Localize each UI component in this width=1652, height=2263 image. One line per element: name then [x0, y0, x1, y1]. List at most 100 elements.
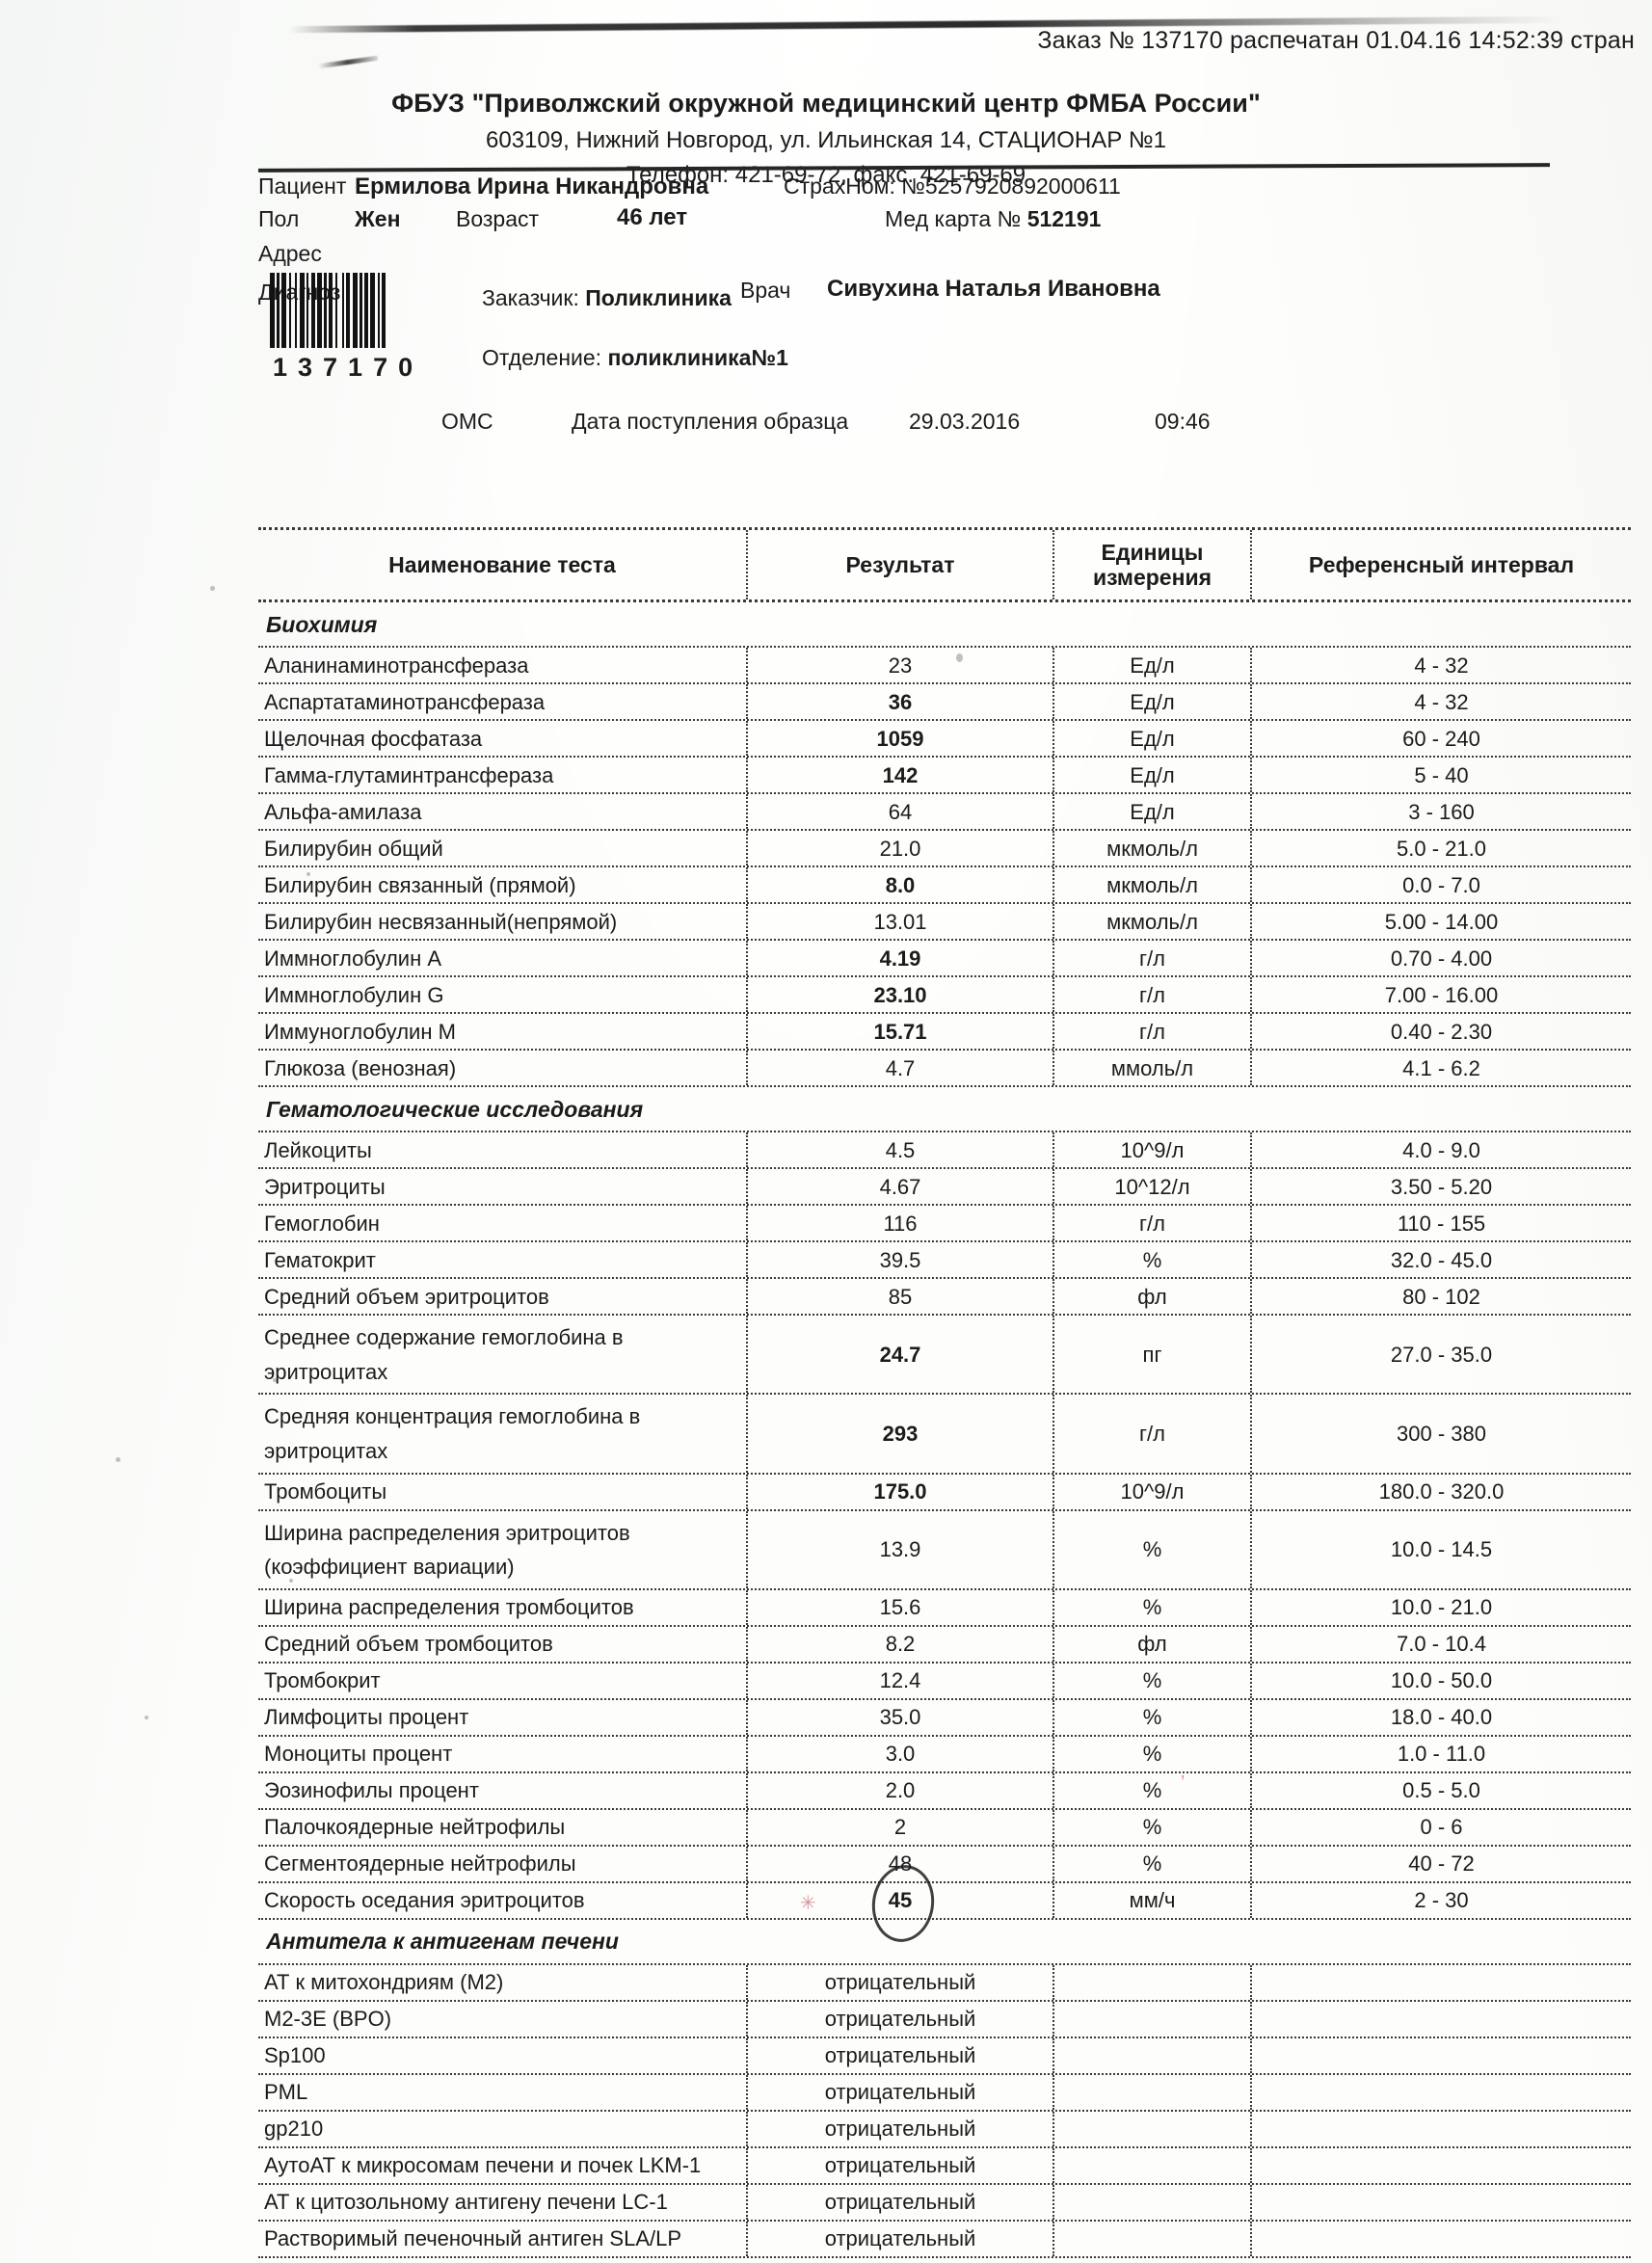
cell-test-name: Билирубин несвязанный(непрямой) [258, 904, 748, 939]
table-row: Гематокрит 39.5% 32.0 - 45.0 [258, 1242, 1631, 1279]
table-row: Палочкоядерные нейтрофилы 2% 0 - 6 [258, 1809, 1631, 1847]
cell-result: 4.5 [748, 1132, 1054, 1167]
table-row: Глюкоза (венозная) 4.7 ммоль/л 4.1 - 6.2 [258, 1051, 1631, 1087]
cell-test-name: Ширина распределения эритроцитов (коэффи… [258, 1510, 748, 1588]
table-row: Средний объем эритроцитов 85 фл 80 - 102 [258, 1279, 1631, 1316]
cell-result: 293 [748, 1395, 1054, 1473]
table-row: Гамма-глутаминтрансфераза 142 Ед/л 5 - 40 [258, 758, 1631, 794]
sample-date-value: 29.03.2016 [909, 409, 1021, 434]
cell-result: 15.6 [748, 1589, 1054, 1625]
table-row: Моноциты процент 3.0% 1.0 - 11.0 [258, 1736, 1631, 1773]
cell-unit: г/л [1054, 941, 1252, 975]
cell-reference: 4.0 - 9.0 [1402, 1137, 1480, 1162]
table-row: Лейкоциты 4.5 10^9/л 4.0 - 9.0 [258, 1132, 1631, 1169]
scan-speck [289, 1579, 293, 1583]
ink-mark: ʼ [1181, 1773, 1186, 1795]
cell-unit: г/л [1054, 1395, 1252, 1473]
cell-reference: 2 - 30 [1414, 1888, 1469, 1913]
cell-result: отрицательный [748, 2111, 1054, 2146]
cell-unit: мм/ч [1054, 1882, 1252, 1918]
cell-unit [1054, 2074, 1252, 2110]
cell-result: 45 [748, 1882, 1054, 1918]
cell-result: 116 [748, 1206, 1054, 1240]
cell-test-name: Иммноглобулин A [258, 941, 748, 975]
cell-unit: % [1054, 1589, 1252, 1625]
cell-test-name: Тромбокрит [258, 1663, 748, 1698]
table-row: Аспартатаминотрансфераза 36 Ед/л 4 - 32 [258, 684, 1631, 721]
cell-reference: 3.50 - 5.20 [1390, 1174, 1493, 1199]
cell-test-name: PML [258, 2074, 748, 2110]
table-row: Аланинаминотрансфераза 23 Ед/л 4 - 32 [258, 648, 1631, 684]
cell-reference: 0.40 - 2.30 [1390, 1019, 1493, 1044]
cell-result: 4.7 [748, 1051, 1054, 1085]
cell-reference [1252, 2075, 1631, 2110]
table-section-title: Гематологические исследования [258, 1087, 1631, 1132]
table-row: Sp100 отрицательный [258, 2037, 1631, 2075]
cell-result: 23.10 [748, 977, 1054, 1012]
cell-unit [1054, 2184, 1252, 2220]
cell-test-name: Растворимый печеночный антиген SLA/LP [258, 2221, 748, 2256]
cell-unit: Ед/л [1054, 684, 1252, 719]
table-row: Альфа-амилаза 64 Ед/л 3 - 160 [258, 794, 1631, 831]
cell-unit: % [1054, 1510, 1252, 1588]
table-row: Эозинофилы процент 2.0% 0.5 - 5.0 [258, 1772, 1631, 1810]
cell-unit: 10^12/л [1054, 1169, 1252, 1204]
age-label: Возраст [456, 206, 540, 231]
cell-test-name: Лейкоциты [258, 1132, 748, 1167]
cell-unit: Ед/л [1054, 721, 1252, 756]
customer-row: Заказчик: Поликлиника [482, 285, 732, 311]
scan-artifact-dash [317, 55, 379, 69]
cell-result: 23 [748, 648, 1054, 682]
cell-reference: 10.0 - 14.5 [1390, 1537, 1493, 1562]
cell-unit: ммоль/л [1054, 1051, 1252, 1085]
header-units-line1: Единицы [1101, 539, 1204, 565]
cell-reference: 0.70 - 4.00 [1390, 945, 1493, 971]
customer-label: Заказчик: [482, 285, 579, 310]
cell-unit [1054, 2221, 1252, 2256]
cell-result: отрицательный [748, 2147, 1054, 2183]
cell-result: отрицательный [748, 2074, 1054, 2110]
cell-unit: мкмоль/л [1054, 904, 1252, 939]
cell-reference: 4.1 - 6.2 [1402, 1055, 1480, 1080]
table-body: Биохимия Аланинаминотрансфераза 23 Ед/л 4 - … [258, 602, 1631, 2258]
cell-unit: фл [1054, 1626, 1252, 1662]
cell-result: 15.71 [748, 1014, 1054, 1049]
scan-speck [145, 1716, 148, 1719]
cell-result: отрицательный [748, 2001, 1054, 2037]
cell-test-name: Эритроциты [258, 1169, 748, 1204]
cell-result: 21.0 [748, 831, 1054, 865]
cell-result: 4.19 [748, 941, 1054, 975]
cell-test-name: Аланинаминотрансфераза [258, 648, 748, 682]
cell-result: 3.0 [748, 1736, 1054, 1771]
table-row: Тромбокрит 12.4% 10.0 - 50.0 [258, 1663, 1631, 1700]
cell-reference: 5.00 - 14.00 [1384, 909, 1499, 934]
cell-reference: 27.0 - 35.0 [1390, 1342, 1493, 1367]
cell-reference [1252, 2038, 1631, 2073]
table-row: Иммуноглобулин M 15.71 г/л 0.40 - 2.30 [258, 1014, 1631, 1051]
sample-time-value: 09:46 [1155, 409, 1211, 434]
circled-result: 45 [888, 1888, 913, 1913]
cell-reference [1252, 2112, 1631, 2146]
cell-test-name: Билирубин общий [258, 831, 748, 865]
cell-test-name: Гемоглобин [258, 1206, 748, 1240]
table-row: Гемоглобин 116 г/л 110 - 155 [258, 1206, 1631, 1242]
cell-test-name: Средний объем эритроцитов [258, 1279, 748, 1314]
cell-test-name: АТ к цитозольному антигену печени LC-1 [258, 2184, 748, 2220]
department-row: Отделение: поликлиника№1 [482, 345, 788, 371]
cell-test-name: Щелочная фосфатаза [258, 721, 748, 756]
table-section-title: Антитела к антигенам печени [258, 1920, 1631, 1965]
cell-reference: 180.0 - 320.0 [1378, 1479, 1505, 1504]
cell-unit: г/л [1054, 977, 1252, 1012]
cell-reference: 110 - 155 [1397, 1211, 1486, 1236]
cell-unit [1054, 2111, 1252, 2146]
cell-test-name: gp210 [258, 2111, 748, 2146]
table-row: АТ к цитозольному антигену печени LC-1 от… [258, 2184, 1631, 2222]
cell-reference: 7.00 - 16.00 [1384, 982, 1499, 1007]
age-value: 46 лет [617, 204, 688, 230]
cell-test-name: Иммуноглобулин M [258, 1014, 748, 1049]
cell-unit: мкмоль/л [1054, 867, 1252, 902]
institution-address: 603109, Нижний Новгород, ул. Ильинская 1… [486, 127, 1166, 153]
cell-unit: Ед/л [1054, 794, 1252, 829]
cell-test-name: Эозинофилы процент [258, 1772, 748, 1808]
cell-result: 8.2 [748, 1626, 1054, 1662]
